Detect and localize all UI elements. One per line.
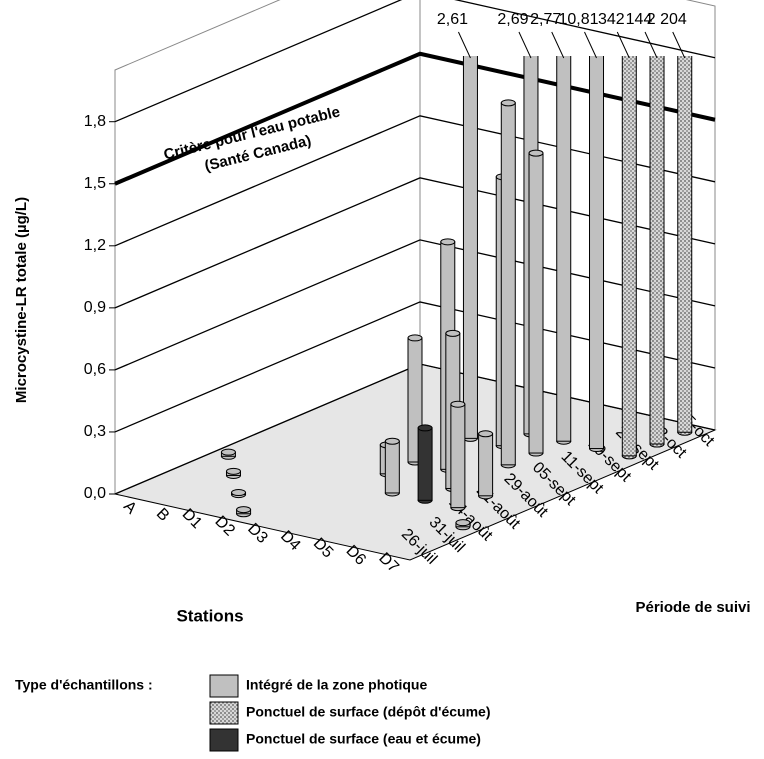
legend-title: Type d'échantillons : — [15, 677, 153, 693]
bar-top — [445, 329, 461, 337]
grid-line — [114, 115, 716, 247]
data-label: 2,61 — [437, 11, 468, 28]
y-tick-label: 0,3 — [84, 423, 106, 440]
bar-top — [220, 448, 236, 456]
data-label-leader — [518, 31, 532, 59]
bar — [450, 403, 466, 509]
data-label-leader — [551, 31, 565, 59]
data-label-leader — [644, 31, 658, 59]
criterion-line — [114, 51, 716, 186]
y-axis-title: Microcystine-LR totale (µg/L) — [13, 197, 30, 403]
bar-top — [478, 430, 494, 438]
y-tick-label: 0,0 — [84, 485, 106, 502]
bar — [528, 152, 544, 454]
bar-top — [384, 437, 400, 445]
data-label-leader — [584, 31, 597, 59]
legend-swatch — [209, 701, 239, 725]
x-tick-label: A — [120, 498, 140, 518]
bar — [500, 102, 516, 466]
data-label: 10,81 — [558, 11, 598, 28]
data-label-leader — [458, 31, 471, 59]
y-tick-label: 0,9 — [84, 299, 106, 316]
data-label: 2 204 — [647, 11, 687, 28]
legend-label: Intégré de la zone photique — [246, 677, 427, 693]
data-label-leader — [672, 31, 686, 59]
bar-top — [407, 334, 423, 342]
bar-top — [450, 400, 466, 408]
bar — [589, 56, 605, 450]
bar — [677, 56, 693, 433]
bar-top — [528, 149, 544, 157]
x-axis-title: Stations — [176, 606, 243, 625]
bar-top — [225, 467, 241, 475]
grid-line — [114, 177, 716, 309]
legend-swatch — [209, 728, 239, 752]
data-label: 2,77 — [530, 11, 561, 28]
bar-top — [236, 506, 252, 514]
grid-line — [114, 239, 716, 371]
grid-line — [114, 0, 716, 123]
bars — [220, 56, 693, 531]
y-tick-label: 1,5 — [84, 175, 106, 192]
legend-swatch — [209, 674, 239, 698]
bar — [621, 56, 637, 457]
grid-line — [114, 301, 716, 433]
bar — [462, 56, 478, 439]
bar-top — [455, 519, 471, 527]
bar — [649, 56, 665, 445]
y-tick-label: 1,2 — [84, 237, 106, 254]
legend-label: Ponctuel de surface (eau et écume) — [246, 731, 481, 747]
data-label: 144 — [626, 11, 653, 28]
x-tick-label: B — [153, 505, 173, 525]
bar-top — [417, 424, 433, 432]
bar — [384, 440, 400, 494]
bar-top — [231, 489, 247, 497]
data-label: 2,69 — [497, 11, 528, 28]
y-tick-label: 1,8 — [84, 113, 106, 130]
bar-top — [500, 99, 516, 107]
z-axis-title: Période de suivi — [635, 599, 750, 616]
bar-top — [440, 238, 456, 246]
y-tick-label: 0,6 — [84, 361, 106, 378]
legend-label: Ponctuel de surface (dépôt d'écume) — [246, 704, 491, 720]
bar — [556, 56, 572, 442]
data-label: 342 — [598, 11, 625, 28]
data-label-leader — [616, 31, 630, 59]
bar — [417, 427, 433, 501]
bar — [478, 433, 494, 497]
